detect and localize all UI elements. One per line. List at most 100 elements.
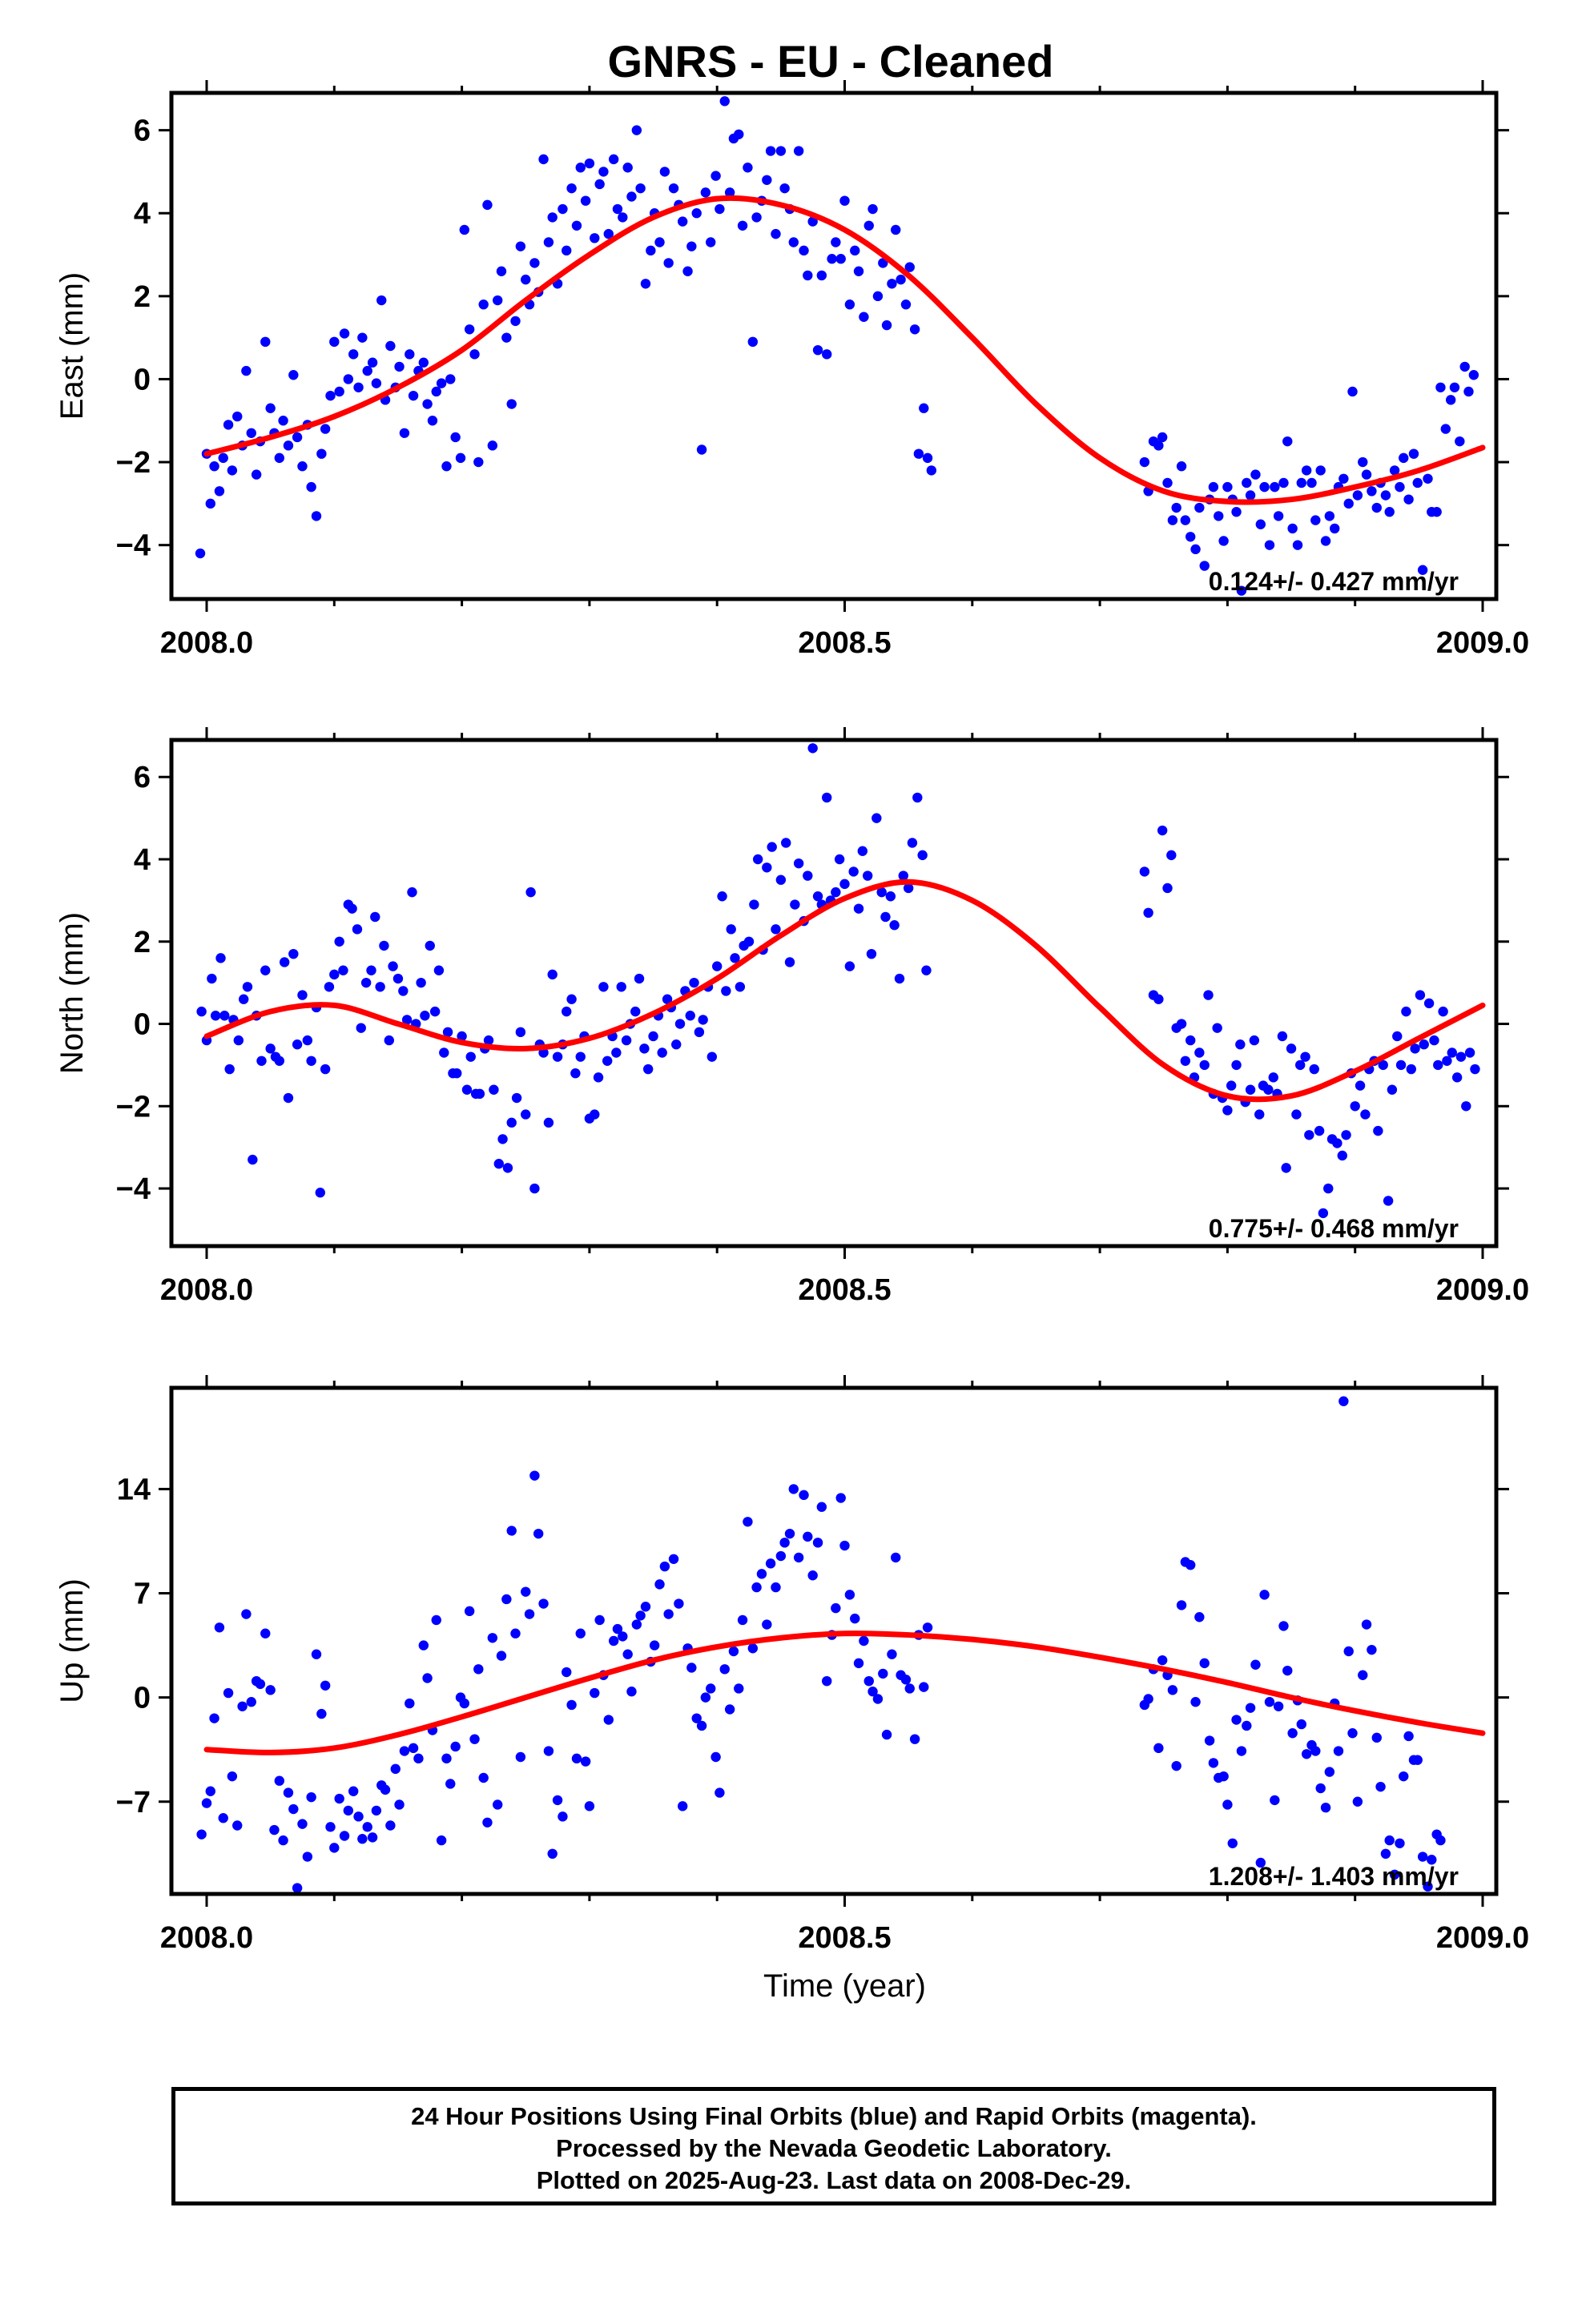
data-point	[1199, 561, 1210, 571]
data-point	[501, 332, 512, 343]
data-point	[700, 187, 711, 198]
data-point	[1371, 502, 1382, 513]
data-point	[904, 262, 915, 272]
data-point	[728, 1646, 739, 1657]
data-point	[839, 195, 850, 206]
data-point	[1295, 1059, 1306, 1071]
data-point	[288, 948, 299, 959]
data-point	[751, 212, 762, 223]
data-point	[1222, 1799, 1233, 1810]
data-point	[685, 1011, 695, 1021]
data-point	[482, 199, 493, 211]
data-point	[566, 183, 577, 194]
data-point	[320, 424, 331, 434]
data-point	[831, 237, 841, 247]
data-point	[1143, 1694, 1153, 1704]
data-point	[1227, 1838, 1238, 1848]
data-point	[881, 1729, 892, 1740]
data-point	[1423, 1881, 1433, 1892]
data-point	[891, 1552, 901, 1563]
data-point	[668, 183, 679, 194]
data-point	[1250, 1659, 1261, 1670]
data-point	[334, 386, 344, 397]
data-point	[821, 1675, 832, 1687]
data-point	[674, 1019, 686, 1029]
data-point	[343, 1805, 354, 1816]
data-point	[835, 254, 846, 264]
data-point	[622, 163, 633, 173]
data-point	[1231, 507, 1242, 517]
data-point	[904, 1683, 915, 1694]
data-point	[1332, 1138, 1342, 1148]
data-point	[839, 1540, 850, 1551]
data-point	[821, 792, 832, 803]
y-tick-label: 0	[134, 363, 151, 396]
data-point	[686, 241, 697, 251]
data-point	[457, 1031, 467, 1042]
data-point	[816, 1502, 827, 1512]
data-point	[909, 324, 920, 335]
data-point	[487, 440, 498, 451]
data-point	[1171, 502, 1181, 513]
data-point	[663, 1609, 674, 1619]
data-point	[441, 1753, 452, 1764]
data-point	[473, 456, 484, 468]
data-point	[248, 1154, 258, 1165]
data-point	[686, 1663, 697, 1673]
data-point	[1287, 1728, 1298, 1739]
data-point	[1472, 0, 1482, 5]
data-point	[896, 274, 906, 285]
data-point	[237, 1701, 248, 1711]
north-axis-label: North (mm)	[54, 912, 90, 1074]
data-point	[306, 1055, 316, 1066]
data-point	[867, 203, 878, 215]
data-point	[238, 994, 249, 1004]
data-point	[292, 1039, 303, 1050]
data-point	[390, 1763, 401, 1775]
data-point	[1231, 1715, 1242, 1725]
data-point	[1277, 1031, 1288, 1042]
data-point	[771, 924, 781, 935]
x-tick-label: 2009.0	[1436, 1273, 1529, 1307]
up-points	[196, 1396, 1446, 1893]
data-point	[482, 1817, 493, 1827]
data-point	[866, 948, 877, 959]
data-point	[1399, 1771, 1409, 1782]
data-point	[1468, 370, 1479, 380]
data-point	[283, 440, 294, 451]
data-point	[913, 448, 924, 459]
data-point	[1212, 1023, 1222, 1033]
data-point	[571, 220, 582, 231]
y-tick-label: 6	[134, 761, 151, 794]
data-point	[799, 1490, 809, 1501]
data-point	[450, 1741, 461, 1752]
data-point	[788, 1484, 799, 1494]
data-point	[1358, 456, 1368, 468]
data-point	[1204, 1735, 1215, 1746]
data-point	[1438, 1006, 1448, 1017]
data-point	[1203, 990, 1214, 1000]
data-point	[1378, 1059, 1388, 1071]
data-point	[371, 1805, 382, 1816]
data-point	[1264, 540, 1275, 550]
data-point	[242, 982, 253, 992]
data-point	[371, 378, 382, 388]
data-point	[487, 1633, 498, 1643]
east-plot-frame	[169, 90, 1499, 601]
data-point	[876, 887, 887, 898]
data-point	[474, 1088, 485, 1100]
data-point	[1218, 1771, 1229, 1782]
data-point	[1143, 907, 1153, 919]
data-point	[511, 1092, 522, 1104]
data-point	[394, 361, 405, 372]
data-point	[1459, 361, 1470, 372]
data-point	[232, 411, 243, 422]
data-point	[278, 1835, 288, 1846]
data-point	[201, 1798, 212, 1808]
data-point	[288, 1803, 299, 1815]
data-point	[1235, 1039, 1246, 1050]
data-point	[807, 743, 818, 754]
data-point	[1249, 1035, 1260, 1046]
data-point	[891, 224, 901, 235]
